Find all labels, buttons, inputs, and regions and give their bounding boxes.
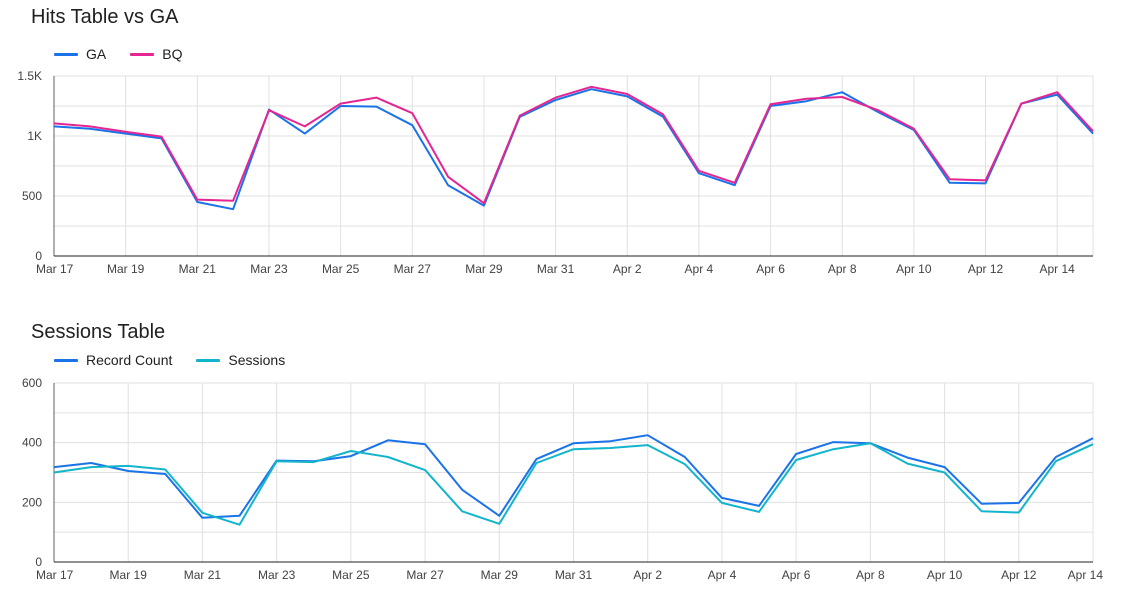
series-line-record-count [53, 434, 1094, 519]
x-tick-label: Mar 25 [332, 568, 370, 582]
x-tick-label: Mar 29 [465, 262, 503, 276]
x-tick-label: Mar 17 [36, 568, 74, 582]
x-tick-label: Apr 10 [896, 262, 932, 276]
y-tick-label: 1.5K [17, 69, 42, 83]
x-tick-label: Apr 8 [828, 262, 857, 276]
y-tick-label: 200 [22, 495, 42, 509]
chart-title-sessions: Sessions Table [31, 321, 166, 343]
hits-line-chart: 0 500 1K 1.5K Mar 17 Mar 19 Mar 21 Mar 23 Mar 25… [17, 69, 1094, 276]
x-tick-label: Apr 4 [708, 568, 737, 582]
y-tick-label: 1K [27, 129, 42, 143]
chart-title-hits: Hits Table vs GA [31, 6, 179, 28]
x-tick-label: Mar 17 [36, 262, 74, 276]
legend-sessions: Record Count Sessions [54, 352, 285, 368]
x-tick-label: Mar 23 [250, 262, 288, 276]
x-tick-label: Mar 27 [394, 262, 432, 276]
x-tick-label: Apr 6 [756, 262, 785, 276]
x-tick-label: Mar 29 [481, 568, 519, 582]
x-tick-label: Mar 31 [537, 262, 575, 276]
x-tick-label: Mar 21 [179, 262, 217, 276]
x-tick-label: Apr 6 [782, 568, 811, 582]
x-tick-label: Mar 27 [406, 568, 444, 582]
y-tick-label: 400 [22, 436, 42, 450]
x-tick-label: Apr 2 [613, 262, 642, 276]
x-tick-label: Apr 12 [1001, 568, 1037, 582]
series-line-sessions [53, 442, 1094, 526]
legend-label-record-count: Record Count [86, 352, 173, 368]
legend-swatch-sessions [196, 358, 221, 362]
y-tick-label: 0 [35, 555, 42, 569]
x-tick-label: Apr 10 [927, 568, 963, 582]
x-tick-label: Apr 4 [685, 262, 714, 276]
x-tick-label: Apr 14 [1039, 262, 1075, 276]
legend-label-ga: GA [86, 46, 107, 62]
legend-label-bq: BQ [162, 46, 183, 62]
legend-item-bq[interactable]: BQ [130, 46, 182, 62]
legend-swatch-ga [54, 52, 78, 56]
legend-hits: GA BQ [54, 46, 182, 62]
legend-item-record-count[interactable]: Record Count [54, 352, 172, 368]
y-tick-label: 600 [22, 376, 42, 390]
x-tick-label: Mar 19 [107, 262, 145, 276]
series-line-bq [53, 85, 1094, 205]
x-tick-label: Mar 23 [258, 568, 296, 582]
x-tick-label: Apr 14 [1068, 568, 1104, 582]
x-tick-label: Apr 2 [633, 568, 662, 582]
legend-swatch-bq [130, 52, 155, 56]
legend-item-sessions[interactable]: Sessions [196, 352, 285, 368]
x-tick-label: Mar 31 [555, 568, 593, 582]
y-tick-label: 500 [22, 189, 42, 203]
legend-swatch-record-count [54, 358, 78, 362]
x-tick-label: Apr 12 [968, 262, 1004, 276]
legend-item-ga[interactable]: GA [54, 46, 106, 62]
x-tick-label: Mar 19 [110, 568, 148, 582]
x-tick-label: Mar 25 [322, 262, 360, 276]
x-tick-label: Mar 21 [184, 568, 222, 582]
legend-label-sessions: Sessions [228, 352, 286, 368]
x-tick-label: Apr 8 [856, 568, 885, 582]
y-tick-label: 0 [35, 249, 42, 263]
